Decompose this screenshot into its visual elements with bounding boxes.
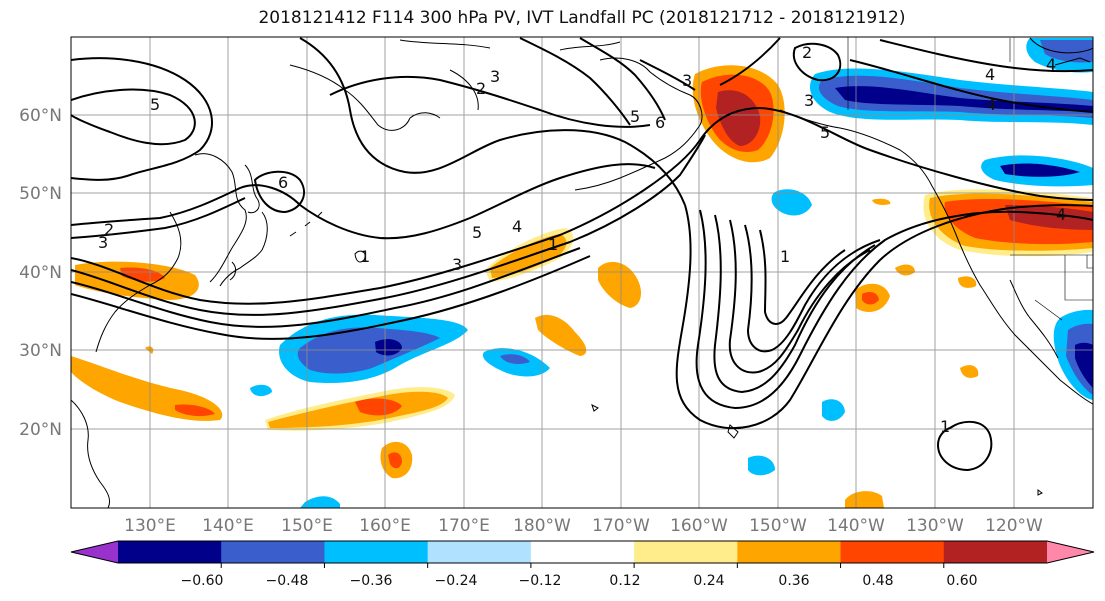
contour-label: 5 [630,107,640,126]
colorbar-tick-label: 0.12 [609,573,640,589]
lat-label: 60°N [19,106,62,126]
colorbar-segment [118,541,222,563]
colorbar-segment [221,541,325,563]
colorbar-segment [530,541,635,563]
contour-label: 1 [548,235,558,254]
lon-label: 140°E [202,516,254,536]
lon-label: 160°W [670,516,728,536]
colorbar-tick-label: −0.24 [435,573,478,589]
map-title: 2018121412 F114 300 hPa PV, IVT Landfall… [258,8,906,28]
colorbar-segment [324,541,429,563]
lon-label: 130°E [124,516,176,536]
contour-label: 4 [1046,55,1056,74]
lat-label: 50°N [19,184,62,204]
contour-label: 4 [986,95,996,114]
contour-label: 4 [985,65,995,84]
colorbar-tick-labels: −0.60 −0.48 −0.36 −0.24 −0.12 0.12 0.24 … [181,573,978,589]
contour-label: 3 [682,71,692,90]
contour-label: 6 [278,173,288,192]
colorbar-segment [840,541,945,563]
colorbar-extend-low [71,541,118,563]
colorbar-tick-label: 0.24 [693,573,724,589]
contour-label: 2 [802,43,812,62]
longitude-labels: 130°E 140°E 150°E 160°E 170°E 180°W 170°… [124,516,1043,536]
colorbar-segment [634,541,738,563]
colorbar-segment [737,541,842,563]
contour-label: 4 [512,217,522,236]
lat-label: 30°N [19,341,62,361]
contour-label: 6 [655,113,665,132]
lon-label: 140°W [827,516,885,536]
colorbar-extend-high [1047,541,1094,563]
contour-label: 3 [98,233,108,252]
pv-contours [71,37,1093,472]
lat-label: 20°N [19,420,62,440]
contour-label: 2 [476,79,486,98]
contour-label: 5 [150,95,160,114]
colorbar-tick-label: 0.36 [778,573,809,589]
contour-label: 1 [780,247,790,266]
lon-label: 170°W [592,516,650,536]
lon-label: 120°W [985,516,1043,536]
lon-label: 160°E [359,516,411,536]
contour-label: 5 [820,123,830,142]
contour-label: 3 [452,255,462,274]
lon-label: 150°W [749,516,807,536]
latitude-labels: 60°N 50°N 40°N 30°N 20°N [19,106,62,440]
lon-label: 150°E [281,516,333,536]
graticule [71,37,1093,508]
contour-label: 5 [472,223,482,242]
colorbar-tick-label: −0.48 [266,573,309,589]
colorbar [70,540,1095,568]
borders [847,37,1093,321]
contour-label: 4 [1056,205,1066,224]
colorbar-tick-label: −0.36 [350,573,393,589]
colorbar-tick-label: −0.12 [519,573,562,589]
lon-label: 130°W [906,516,964,536]
colorbar-tick-label: −0.60 [181,573,224,589]
contour-label: 2 [104,220,114,239]
contour-label: 3 [804,91,814,110]
contour-label: 3 [490,67,500,86]
map-border [70,36,1094,509]
colorbar-outline [70,540,1095,564]
colorbar-tick-label: 0.48 [862,573,893,589]
lat-label: 40°N [19,263,62,283]
contour-label: 1 [940,417,950,436]
lon-label: 170°E [438,516,490,536]
contour-labels: 5 3 2 6 2 3 5 4 1 3 6 5 2 3 5 4 4 1 1 3 … [98,43,1066,436]
contour-label: 1 [360,247,370,266]
lon-label: 180°W [513,516,571,536]
colorbar-segment [427,541,532,563]
colorbar-tick-label: 0.60 [946,573,977,589]
colorbar-segment [943,541,1048,563]
